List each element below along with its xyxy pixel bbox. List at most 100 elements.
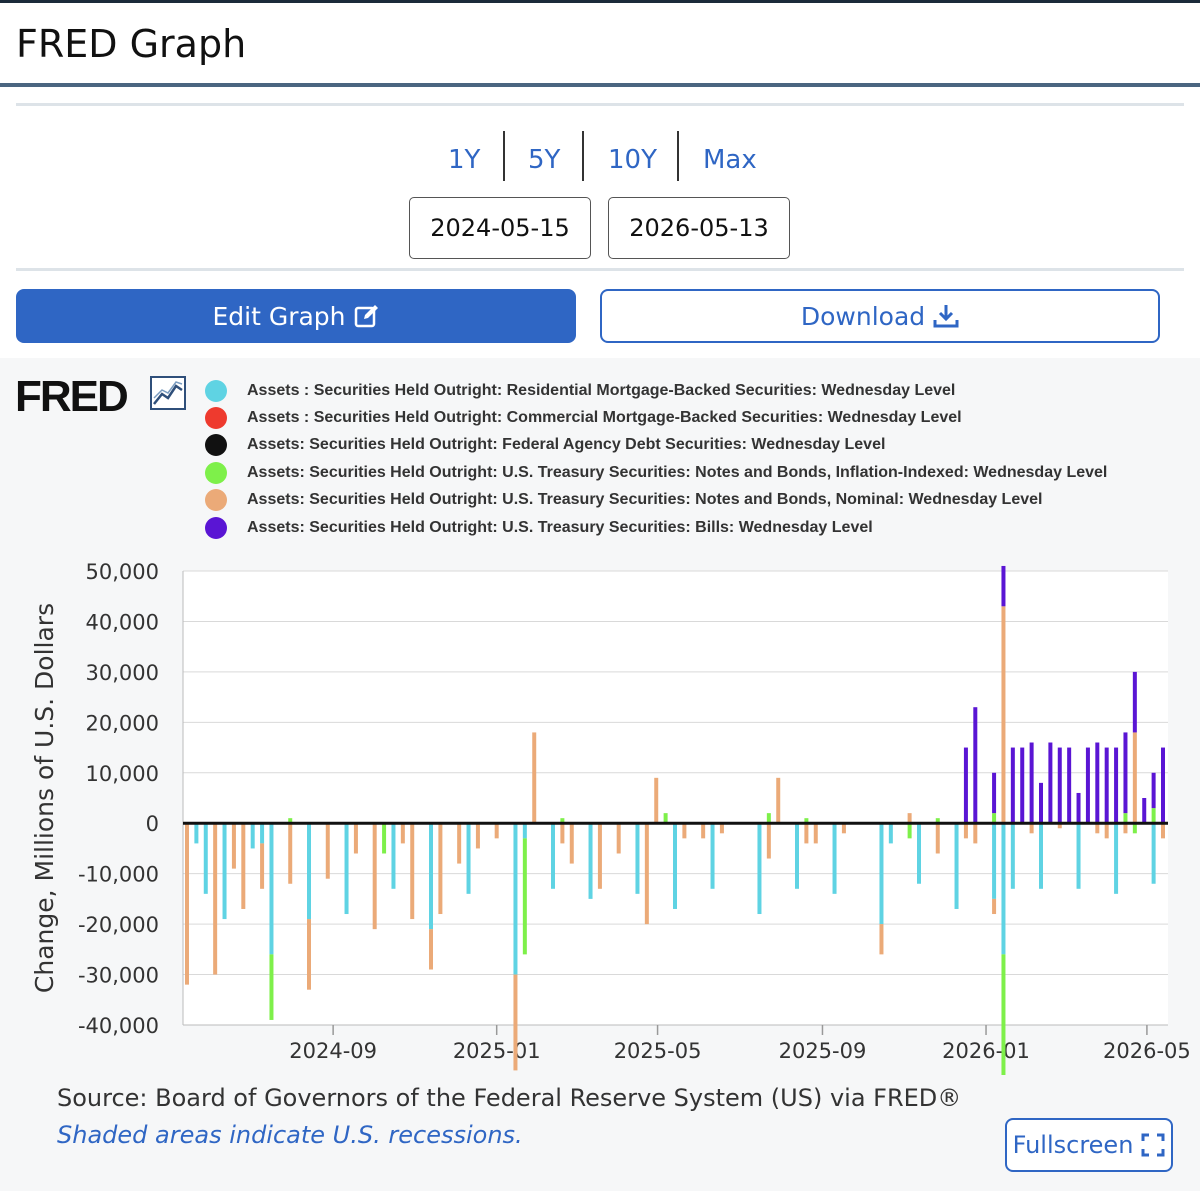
bar xyxy=(1123,823,1128,834)
range-1y-button[interactable]: 1Y xyxy=(448,145,481,175)
bar xyxy=(1095,823,1100,834)
legend-swatch xyxy=(205,379,227,402)
bar xyxy=(663,813,668,824)
legend-item-tips[interactable]: Assets: Securities Held Outright: U.S. T… xyxy=(205,459,1107,486)
bar xyxy=(1095,742,1100,824)
bar xyxy=(1048,742,1053,824)
title-divider xyxy=(0,83,1200,87)
bar xyxy=(288,823,293,884)
bar xyxy=(231,823,236,869)
bar xyxy=(185,823,189,985)
fullscreen-button[interactable]: Fullscreen xyxy=(1005,1118,1173,1172)
bar xyxy=(1001,606,1006,824)
bar xyxy=(1001,954,1006,1075)
bar xyxy=(1104,747,1109,824)
bar xyxy=(438,823,443,915)
edit-graph-label: Edit Graph xyxy=(212,301,346,331)
bar xyxy=(1132,823,1137,834)
x-tick-label: 2025-05 xyxy=(614,1039,702,1063)
legend-item-bills[interactable]: Assets: Securities Held Outright: U.S. T… xyxy=(205,514,1107,541)
bar xyxy=(832,823,837,894)
fred-logo: FRED xyxy=(15,372,129,421)
bar xyxy=(410,823,415,920)
fullscreen-icon xyxy=(1141,1133,1165,1157)
bar xyxy=(973,823,978,844)
bar xyxy=(560,823,565,844)
bar xyxy=(307,823,311,920)
bar xyxy=(382,823,387,854)
bar xyxy=(841,823,846,834)
legend-swatch xyxy=(205,434,227,457)
range-5y-button[interactable]: 5Y xyxy=(528,145,561,175)
bar xyxy=(560,818,565,824)
bar xyxy=(682,823,687,839)
bar xyxy=(1067,747,1072,824)
bar xyxy=(1132,671,1137,733)
bar xyxy=(907,823,912,839)
y-tick-label: -20,000 xyxy=(78,913,159,937)
download-button[interactable]: Download xyxy=(600,289,1160,343)
bar xyxy=(475,823,480,849)
recession-note-link[interactable]: Shaded areas indicate U.S. recessions. xyxy=(57,1121,523,1149)
range-max-button[interactable]: Max xyxy=(703,145,757,175)
download-label: Download xyxy=(800,301,926,331)
edit-graph-button[interactable]: Edit Graph xyxy=(16,289,576,343)
legend-label: Assets : Securities Held Outright: Comme… xyxy=(247,409,962,427)
legend-item-agency-debt[interactable]: Assets: Securities Held Outright: Federa… xyxy=(205,432,1107,459)
end-date-input[interactable]: 2026-05-13 xyxy=(608,197,790,259)
legend-swatch xyxy=(205,516,227,539)
bar xyxy=(907,813,912,824)
bar xyxy=(325,823,330,879)
y-tick-label: -10,000 xyxy=(78,863,159,887)
bar xyxy=(1001,823,1006,955)
edit-icon xyxy=(354,305,378,328)
y-tick-label: 0 xyxy=(146,812,159,836)
bar xyxy=(888,823,893,844)
y-axis-label: Change, Millions of U.S. Dollars xyxy=(30,603,59,993)
bar xyxy=(344,823,349,915)
bar xyxy=(1076,823,1081,889)
y-tick-label: -40,000 xyxy=(78,1014,159,1038)
bar xyxy=(1161,823,1165,839)
bar xyxy=(260,843,265,889)
bar xyxy=(513,823,518,975)
legend-label: Assets: Securities Held Outright: U.S. T… xyxy=(247,463,1108,481)
panel-divider-top xyxy=(16,103,1184,106)
y-tick-label: 50,000 xyxy=(86,560,159,584)
legend-item-rmbs[interactable]: Assets : Securities Held Outright: Resid… xyxy=(205,377,1107,404)
bar xyxy=(588,823,593,899)
bar xyxy=(935,823,940,854)
bar xyxy=(1132,732,1137,824)
bar xyxy=(1151,823,1156,884)
bar xyxy=(250,823,255,849)
y-tick-label: 40,000 xyxy=(86,610,159,634)
legend-item-nominal[interactable]: Assets: Securities Held Outright: U.S. T… xyxy=(205,487,1107,514)
bar xyxy=(766,813,771,824)
bar xyxy=(522,823,527,839)
range-10y-button[interactable]: 10Y xyxy=(608,145,657,175)
bar xyxy=(569,823,574,864)
range-separator xyxy=(503,131,505,181)
legend-item-cmbs[interactable]: Assets : Securities Held Outright: Comme… xyxy=(205,404,1107,431)
bar xyxy=(353,823,358,854)
chart-legend: Assets : Securities Held Outright: Resid… xyxy=(205,377,1107,541)
x-tick-label: 2026-01 xyxy=(942,1039,1030,1063)
bar-chart: 50,000 40,000 30,000 20,000 10,000 0 -10,000 -2… xyxy=(30,560,1191,1075)
bar xyxy=(963,823,968,839)
download-icon xyxy=(933,305,959,328)
bar xyxy=(992,898,997,915)
bar xyxy=(954,823,959,909)
bar xyxy=(635,823,640,894)
bar xyxy=(288,818,293,824)
bar xyxy=(1010,747,1015,824)
bar xyxy=(963,747,968,824)
bar xyxy=(1029,823,1034,834)
start-date-input[interactable]: 2024-05-15 xyxy=(409,197,591,259)
legend-swatch xyxy=(205,461,227,484)
bar xyxy=(269,954,274,1020)
bar xyxy=(1123,813,1128,824)
bar xyxy=(429,823,433,930)
legend-label: Assets : Securities Held Outright: Resid… xyxy=(247,381,956,399)
bar xyxy=(757,823,762,915)
bar xyxy=(992,772,997,814)
